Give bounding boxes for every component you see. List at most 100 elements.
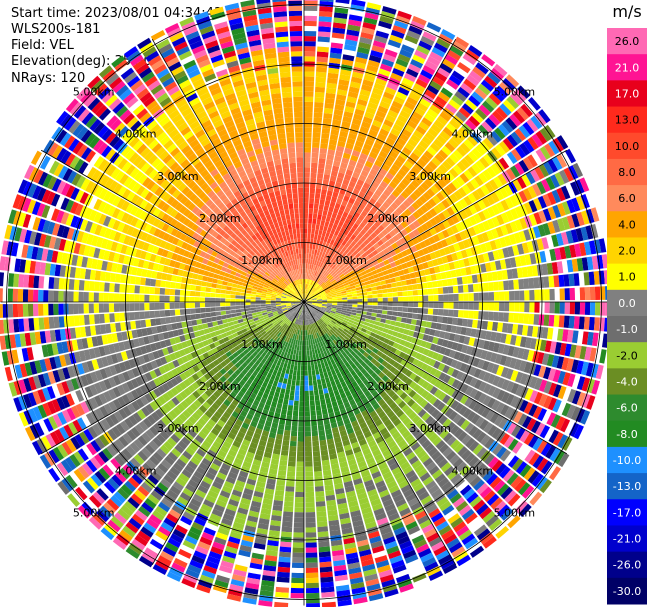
- velocity-gate: [339, 227, 346, 234]
- velocity-gate: [328, 233, 334, 240]
- velocity-gate: [342, 297, 348, 300]
- velocity-gate: [366, 308, 373, 313]
- velocity-gate: [459, 142, 471, 154]
- velocity-gate: [310, 177, 317, 184]
- velocity-gate: [498, 291, 505, 301]
- velocity-gate: [311, 435, 319, 442]
- velocity-gate: [278, 556, 291, 563]
- velocity-gate: [436, 316, 443, 323]
- velocity-gate: [428, 302, 434, 308]
- velocity-gate: [284, 496, 294, 502]
- velocity-gate: [488, 113, 501, 127]
- velocity-gate: [442, 126, 454, 138]
- velocity-gate: [314, 470, 323, 477]
- velocity-gate: [323, 258, 328, 265]
- velocity-gate: [341, 260, 348, 266]
- velocity-gate: [390, 29, 405, 39]
- velocity-gate: [401, 285, 408, 291]
- velocity-gate: [357, 298, 363, 302]
- velocity-gate: [306, 289, 310, 295]
- velocity-gate: [393, 198, 402, 207]
- velocity-gate: [492, 110, 505, 123]
- velocity-gate: [357, 304, 363, 308]
- velocity-gate: [325, 281, 331, 286]
- velocity-gate: [317, 531, 329, 538]
- velocity-gate: [317, 279, 322, 284]
- velocity-gate: [397, 86, 410, 96]
- velocity-gate: [332, 298, 338, 301]
- velocity-gate: [431, 315, 438, 323]
- velocity-gate: [327, 211, 333, 218]
- velocity-gate: [415, 198, 424, 208]
- velocity-gate: [316, 178, 323, 185]
- velocity-gate: [318, 251, 323, 257]
- velocity-gate: [360, 186, 368, 194]
- velocity-gate: [286, 471, 296, 477]
- velocity-gate: [554, 302, 560, 314]
- velocity-gate: [344, 39, 358, 47]
- velocity-gate: [362, 79, 374, 88]
- velocity-gate: [337, 231, 343, 238]
- velocity-gate: [433, 302, 439, 309]
- velocity-gate: [329, 269, 335, 275]
- velocity-gate: [308, 274, 312, 280]
- velocity-gate: [348, 14, 363, 22]
- velocity-gate: [305, 501, 315, 508]
- velocity-gate: [402, 146, 412, 156]
- velocity-gate: [431, 46, 446, 58]
- velocity-gate: [368, 151, 378, 160]
- velocity-gate: [351, 293, 358, 297]
- velocity-gate: [383, 91, 395, 100]
- velocity-gate: [312, 137, 321, 144]
- velocity-gate: [315, 283, 320, 289]
- velocity-gate: [588, 316, 595, 331]
- velocity-gate: [392, 123, 403, 133]
- velocity-gate: [388, 150, 399, 159]
- velocity-gate: [392, 218, 401, 227]
- velocity-gate: [454, 36, 470, 49]
- velocity-gate: [352, 304, 358, 308]
- velocity-gate: [314, 91, 325, 98]
- velocity-gate: [319, 6, 333, 13]
- velocity-gate: [399, 322, 406, 329]
- velocity-gate: [326, 254, 331, 260]
- velocity-gate: [334, 181, 342, 189]
- velocity-gate: [441, 145, 452, 156]
- velocity-gate: [317, 234, 322, 241]
- velocity-gate: [502, 99, 516, 113]
- velocity-gate: [443, 294, 449, 302]
- velocity-gate: [336, 176, 344, 184]
- velocity-gate: [304, 132, 312, 138]
- velocity-gate: [352, 223, 359, 230]
- velocity-gate: [351, 150, 361, 158]
- velocity-gate: [313, 208, 319, 215]
- velocity-gate: [569, 302, 576, 315]
- velocity-gate: [379, 128, 390, 137]
- velocity-gate: [346, 185, 354, 193]
- velocity-gate: [304, 66, 315, 72]
- velocity-gate: [282, 403, 288, 410]
- velocity-gate: [305, 567, 319, 574]
- velocity-gate: [386, 315, 392, 320]
- velocity-gate: [365, 284, 372, 289]
- velocity-gate: [409, 192, 419, 202]
- velocity-gate: [323, 205, 329, 212]
- velocity-gate: [410, 20, 425, 31]
- velocity-gate: [424, 131, 436, 142]
- velocity-gate: [389, 277, 396, 283]
- velocity-gate: [353, 230, 360, 237]
- velocity-gate: [336, 225, 342, 232]
- velocity-gate: [498, 302, 505, 312]
- velocity-gate: [389, 34, 403, 44]
- velocity-gate: [348, 86, 360, 94]
- velocity-gate: [418, 121, 430, 131]
- velocity-gate: [568, 315, 575, 329]
- velocity-gate: [478, 311, 484, 320]
- velocity-gate: [483, 292, 490, 301]
- velocity-gate: [306, 289, 308, 295]
- velocity-gate: [370, 282, 377, 288]
- velocity-gate: [363, 17, 378, 26]
- velocity-gate: [314, 276, 318, 282]
- velocity-gate: [383, 119, 394, 128]
- velocity-gate: [424, 89, 437, 100]
